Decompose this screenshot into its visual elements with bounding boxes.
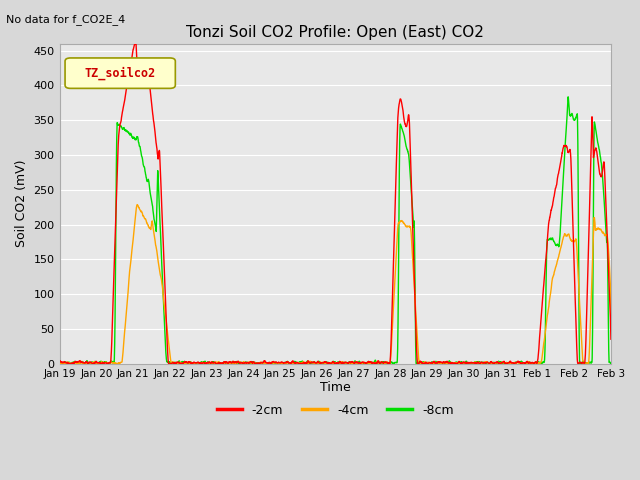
Text: TZ_soilco2: TZ_soilco2 [84, 67, 156, 80]
Y-axis label: Soil CO2 (mV): Soil CO2 (mV) [15, 160, 28, 247]
Text: No data for f_CO2E_4: No data for f_CO2E_4 [6, 14, 125, 25]
Legend: -2cm, -4cm, -8cm: -2cm, -4cm, -8cm [212, 398, 459, 421]
FancyBboxPatch shape [65, 58, 175, 88]
Title: Tonzi Soil CO2 Profile: Open (East) CO2: Tonzi Soil CO2 Profile: Open (East) CO2 [186, 24, 484, 40]
X-axis label: Time: Time [320, 382, 351, 395]
